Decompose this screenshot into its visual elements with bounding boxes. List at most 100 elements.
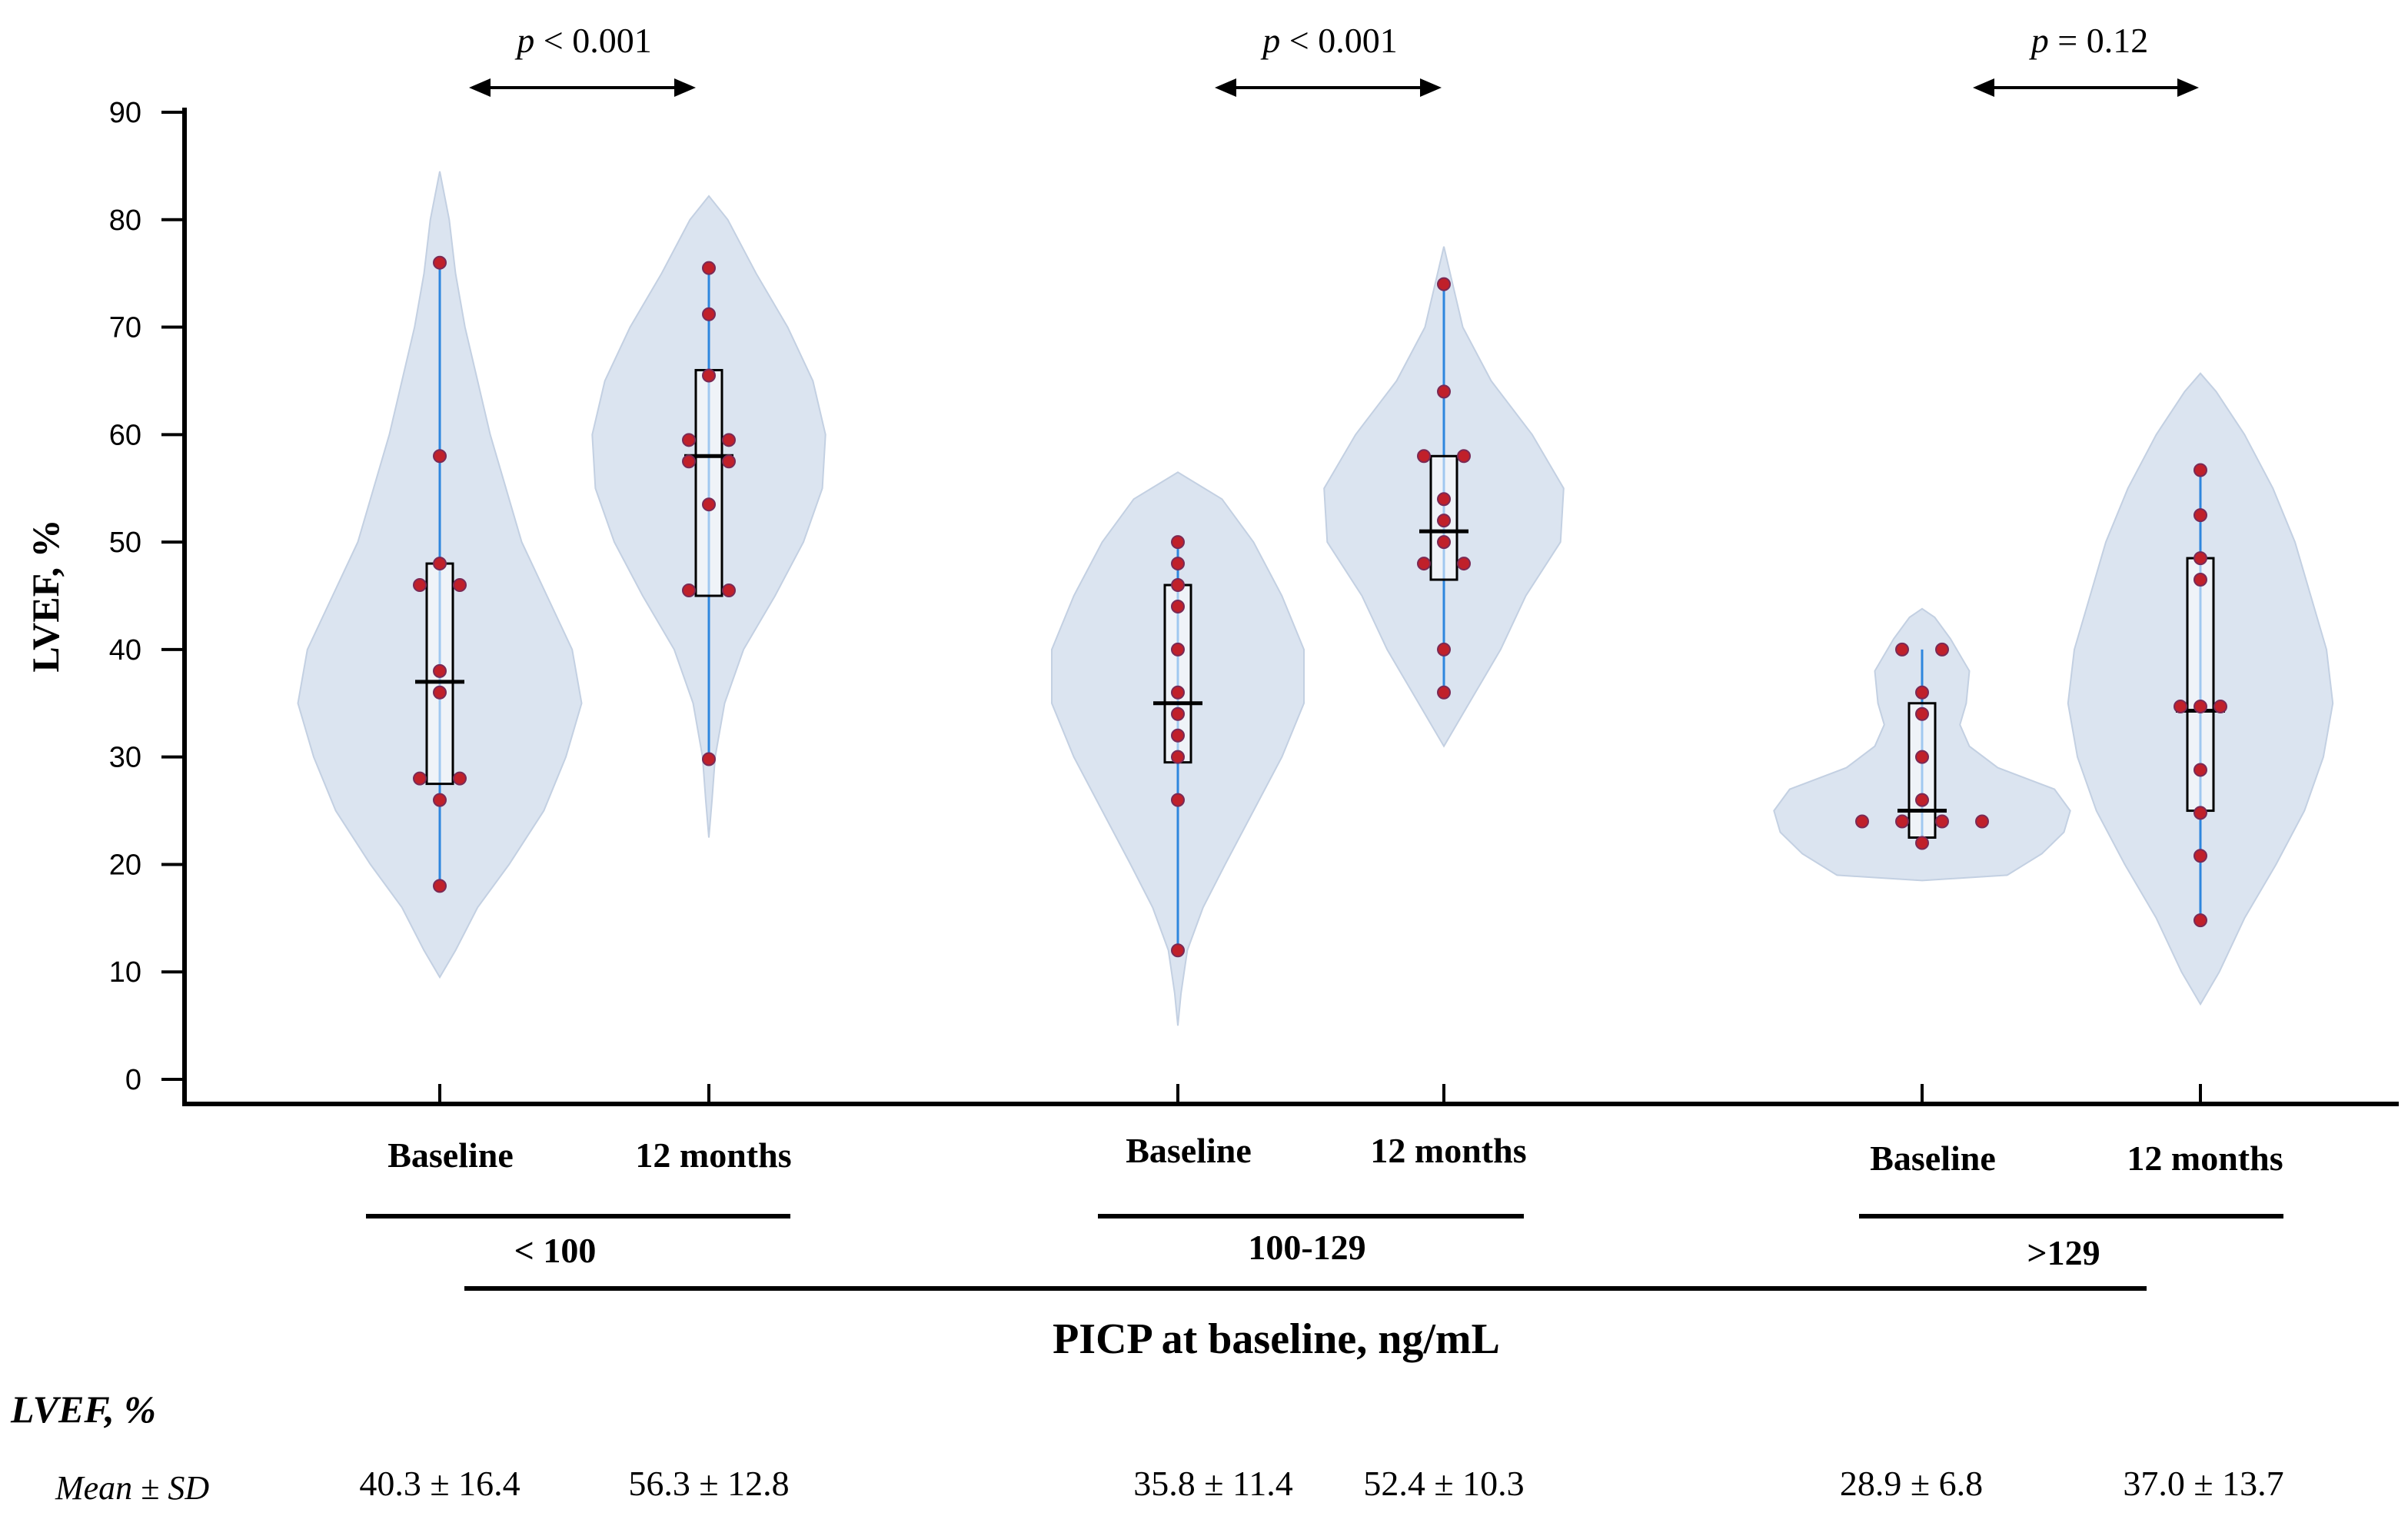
data-point-0-1-3 — [682, 433, 696, 447]
group-label-1: 100-129 — [1248, 1228, 1365, 1267]
data-point-0-0-6 — [433, 685, 447, 700]
x-axis-title: PICP at baseline, ng/mL — [1053, 1315, 1500, 1363]
data-point-2-1-5 — [2193, 699, 2207, 713]
group-label-0: < 100 — [514, 1231, 597, 1270]
y-tick-label-8: 80 — [109, 204, 141, 237]
data-point-1-1-4 — [1437, 492, 1451, 507]
p-value-2: p = 0.12 — [2029, 21, 2148, 60]
data-point-0-1-6 — [722, 454, 736, 469]
p-value-arrow-0-head-right — [674, 78, 696, 97]
data-point-2-0-4 — [1915, 750, 1929, 764]
data-point-2-0-2 — [1915, 685, 1929, 700]
data-point-0-1-10 — [702, 752, 716, 766]
data-point-0-0-0 — [433, 255, 447, 270]
p-value-arrow-0-head-left — [469, 78, 491, 97]
stats-row-label: Mean ± SD — [55, 1469, 209, 1507]
y-axis-title: LVEF, % — [24, 519, 67, 672]
x-label-0-1: 12 months — [635, 1135, 791, 1175]
data-point-1-0-10 — [1171, 943, 1185, 958]
x-label-2-1: 12 months — [2127, 1139, 2283, 1178]
p-value-arrow-2-head-left — [1973, 78, 1994, 97]
data-point-1-1-0 — [1437, 277, 1451, 291]
data-point-0-0-2 — [433, 557, 447, 571]
labels-layer: Baseline 12 months Baseline 12 months Baseli… — [10, 21, 2284, 1507]
data-point-1-0-6 — [1171, 706, 1185, 721]
p-value-1: p < 0.001 — [1260, 21, 1397, 60]
data-point-1-1-2 — [1417, 449, 1431, 464]
data-point-0-1-0 — [702, 261, 716, 275]
data-point-1-1-6 — [1437, 535, 1451, 550]
data-point-0-0-5 — [433, 663, 447, 678]
group-label-2: >129 — [2027, 1233, 2100, 1272]
p-value-text-1: < 0.001 — [1280, 21, 1397, 60]
data-point-2-0-7 — [1895, 814, 1909, 829]
p-value-text-2: = 0.12 — [2049, 21, 2148, 60]
stats-value-2-0: 28.9 ± 6.8 — [1840, 1464, 1983, 1503]
data-point-0-0-8 — [453, 771, 467, 786]
data-point-1-0-5 — [1171, 685, 1185, 700]
data-point-1-0-9 — [1171, 793, 1185, 807]
data-point-1-1-3 — [1457, 449, 1471, 464]
p-value-text-0: < 0.001 — [534, 21, 651, 60]
data-point-0-1-8 — [682, 583, 696, 598]
stats-value-0-0: 40.3 ± 16.4 — [359, 1464, 520, 1503]
data-point-2-0-10 — [1915, 836, 1929, 850]
data-point-0-0-4 — [453, 578, 467, 593]
data-point-0-1-7 — [702, 497, 716, 512]
data-point-0-0-9 — [433, 793, 447, 807]
data-point-2-1-8 — [2193, 806, 2207, 820]
stats-header: LVEF, % — [10, 1388, 156, 1431]
data-point-2-0-0 — [1895, 642, 1909, 657]
p-value-symbol-2: p — [2029, 21, 2049, 60]
data-point-2-0-3 — [1915, 706, 1929, 721]
p-value-arrow-0 — [469, 78, 696, 97]
data-point-1-1-10 — [1437, 685, 1451, 700]
x-label-0-0: Baseline — [387, 1135, 514, 1175]
data-point-2-0-5 — [1915, 793, 1929, 807]
data-point-2-0-8 — [1935, 814, 1949, 829]
data-point-0-0-7 — [413, 771, 427, 786]
data-point-2-1-4 — [2174, 699, 2187, 713]
p-value-symbol-1: p — [1260, 21, 1280, 60]
data-point-0-1-5 — [682, 454, 696, 469]
data-point-2-1-7 — [2193, 763, 2207, 777]
y-tick-label-9: 90 — [109, 97, 141, 129]
data-point-1-0-1 — [1171, 557, 1185, 571]
y-tick-label-6: 60 — [109, 419, 141, 451]
data-point-1-1-7 — [1417, 557, 1431, 571]
y-tick-label-2: 20 — [109, 849, 141, 881]
data-point-0-1-1 — [702, 307, 716, 321]
x-label-1-0: Baseline — [1126, 1131, 1252, 1170]
data-point-2-0-6 — [1855, 814, 1869, 829]
p-value-arrow-2 — [1973, 78, 2199, 97]
data-point-2-1-10 — [2193, 913, 2207, 928]
data-point-2-1-2 — [2193, 551, 2207, 566]
data-point-0-1-9 — [722, 583, 736, 598]
y-tick-label-7: 70 — [109, 312, 141, 344]
y-tick-label-1: 10 — [109, 956, 141, 989]
x-label-1-1: 12 months — [1370, 1131, 1526, 1170]
p-value-arrow-1 — [1215, 78, 1442, 97]
y-tick-label-3: 30 — [109, 742, 141, 774]
data-point-1-0-4 — [1171, 642, 1185, 657]
data-point-2-0-9 — [1975, 814, 1989, 829]
x-label-2-0: Baseline — [1870, 1139, 1996, 1178]
data-point-1-1-8 — [1457, 557, 1471, 571]
axes-layer — [161, 78, 2399, 1291]
stats-value-1-0: 35.8 ± 11.4 — [1133, 1464, 1293, 1503]
data-point-1-0-2 — [1171, 578, 1185, 593]
y-tick-label-4: 40 — [109, 634, 141, 667]
stats-value-0-1: 56.3 ± 12.8 — [628, 1464, 789, 1503]
data-point-1-0-7 — [1171, 728, 1185, 743]
data-point-1-1-5 — [1437, 514, 1451, 528]
stats-value-2-1: 37.0 ± 13.7 — [2123, 1464, 2283, 1503]
stats-value-1-1: 52.4 ± 10.3 — [1363, 1464, 1524, 1503]
data-point-2-1-6 — [2213, 699, 2227, 713]
y-tick-label-5: 50 — [109, 527, 141, 559]
data-point-1-0-8 — [1171, 750, 1185, 764]
violins-layer — [297, 171, 2334, 1026]
data-point-2-1-9 — [2193, 849, 2207, 863]
data-point-0-0-10 — [433, 879, 447, 893]
data-point-1-0-0 — [1171, 535, 1185, 550]
